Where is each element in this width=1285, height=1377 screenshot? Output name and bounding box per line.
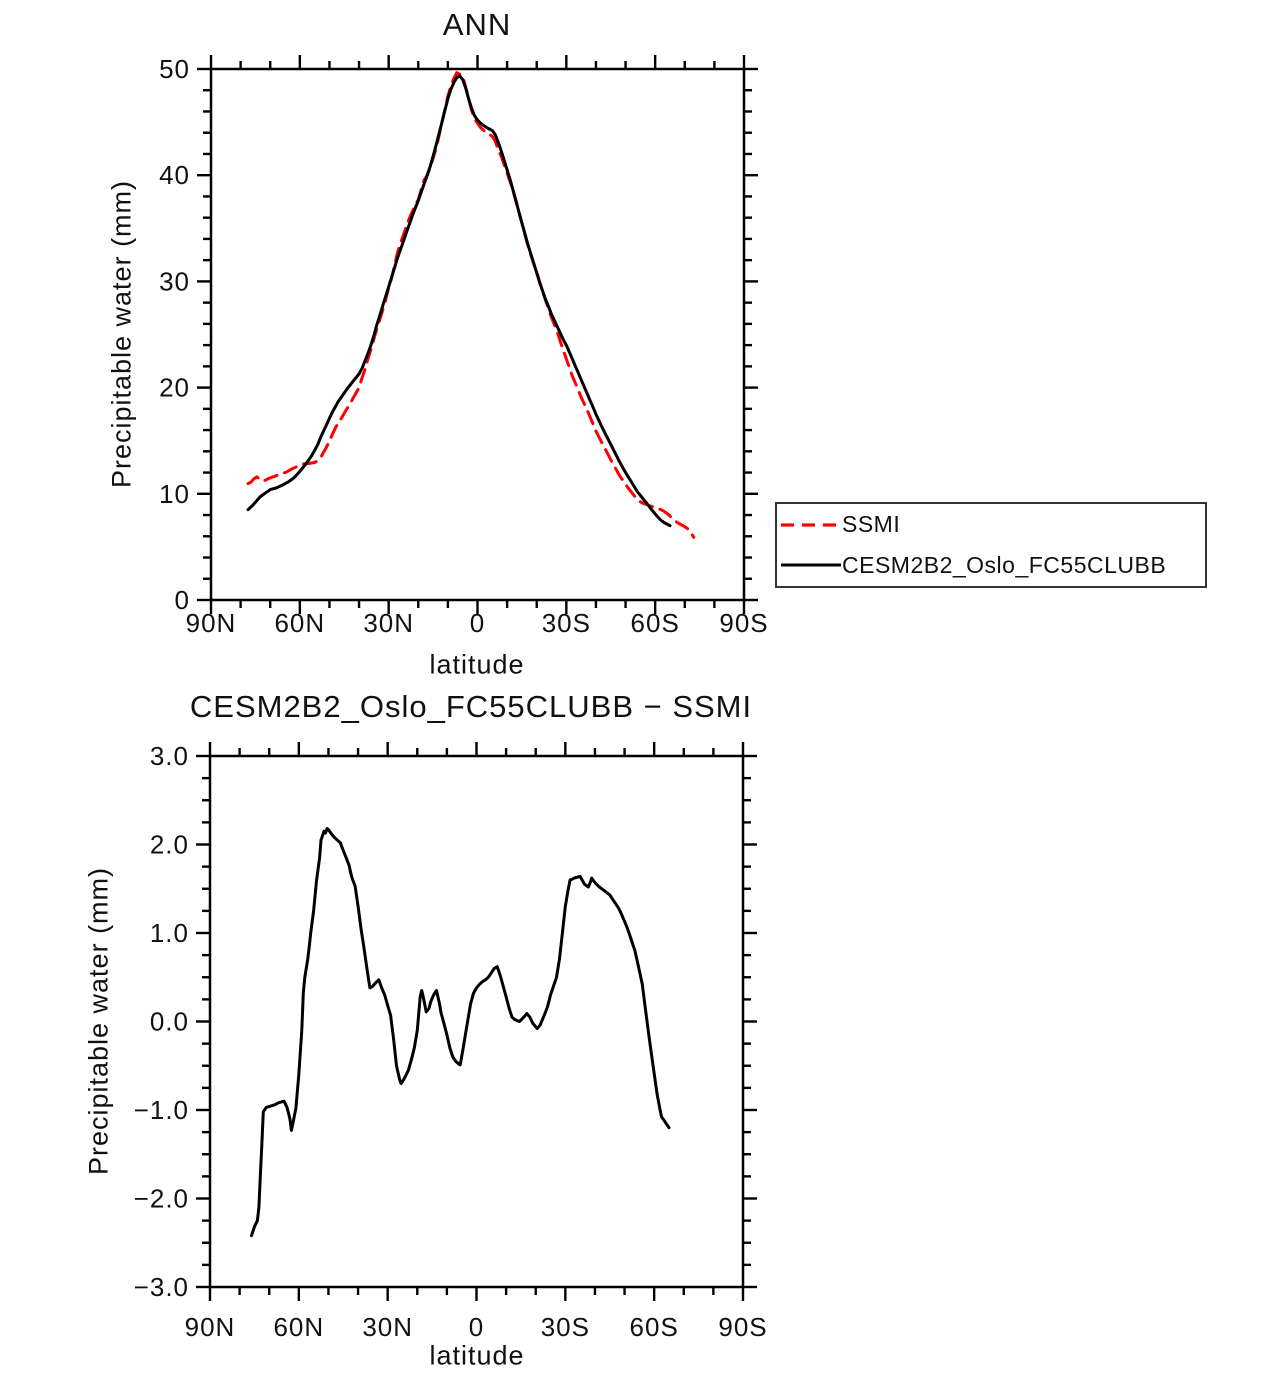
top-y-tick-label: 40: [159, 160, 190, 190]
legend-item-ssmi: SSMI: [777, 505, 1205, 545]
top-y-tick-label: 30: [159, 266, 190, 296]
diff-x-tick-label: 60N: [273, 1312, 324, 1342]
top-x-tick-label: 90S: [719, 608, 768, 638]
top-x-tick-label: 30S: [542, 608, 591, 638]
diff-x-tick-label: 30N: [362, 1312, 413, 1342]
top-x-tick-label: 60N: [274, 608, 325, 638]
diff-y-tick-label: −3.0: [134, 1272, 189, 1302]
diff-plot-frame: [208, 754, 745, 1289]
top-x-tick-label: 60S: [631, 608, 680, 638]
diff-y-axis-label: Precipitable water (mm): [83, 866, 114, 1176]
diff-y-tick-label: 3.0: [150, 741, 189, 771]
diff-x-tick-label: 60S: [630, 1312, 679, 1342]
legend-line-solid-icon: [781, 563, 841, 567]
diff-y-tick-label: 0.0: [150, 1007, 189, 1037]
series-cesm2b2-oslo-fc55clubb: [246, 74, 672, 528]
top-y-tick-label: 20: [159, 373, 190, 403]
legend-label-ssmi: SSMI: [842, 511, 901, 538]
diff-y-tick-label: −2.0: [134, 1184, 189, 1214]
top-chart-title: ANN: [442, 7, 512, 42]
diff-x-tick-label: 90S: [718, 1312, 767, 1342]
top-y-tick-label: 10: [159, 479, 190, 509]
diff-y-tick-label: −1.0: [134, 1095, 189, 1125]
top-x-tick-label: 90N: [186, 608, 237, 638]
top-y-axis-label: Precipitable water (mm): [106, 179, 137, 489]
top-x-tick-label: 0: [470, 608, 485, 638]
top-chart: 90N 60N 30N 0 30S 60S 90S 0 10 20 30 40 50: [159, 54, 768, 638]
top-y-tick-label: 0: [175, 585, 190, 615]
diff-x-tick-label: 0: [469, 1312, 484, 1342]
legend-item-cesm2b2: CESM2B2_Oslo_FC55CLUBB: [777, 545, 1205, 585]
diff-x-tick-label: 30S: [541, 1312, 590, 1342]
diff-chart: 90N 60N 30N 0 30S 60S 90S −3.0 −2.0 −1.0 0.0 1.0 2.0…: [134, 741, 767, 1342]
top-plot-frame: [209, 67, 746, 602]
series-ssmi: [246, 71, 696, 539]
series-cesm2b2-oslo-fc55clubb-ssmi: [250, 827, 671, 1238]
diff-x-axis-label: latitude: [429, 1340, 525, 1371]
diff-y-tick-label: 1.0: [150, 918, 189, 948]
legend: SSMI CESM2B2_Oslo_FC55CLUBB: [775, 502, 1207, 588]
legend-label-cesm2b2: CESM2B2_Oslo_FC55CLUBB: [842, 551, 1167, 578]
top-y-tick-label: 50: [159, 54, 190, 84]
diff-chart-title: CESM2B2_Oslo_FC55CLUBB − SSMI: [189, 689, 753, 724]
top-x-tick-label: 30N: [363, 608, 414, 638]
top-x-axis-label: latitude: [429, 649, 525, 680]
diff-y-tick-label: 2.0: [150, 830, 189, 860]
legend-line-dashed-icon: [781, 523, 841, 527]
diff-x-tick-label: 90N: [185, 1312, 236, 1342]
